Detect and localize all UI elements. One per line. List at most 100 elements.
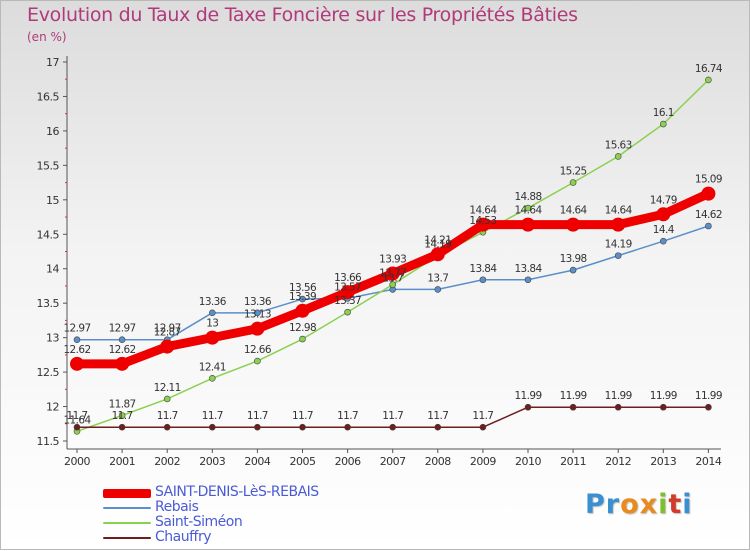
data-label: 14.21 (424, 234, 451, 246)
data-label: 12.66 (244, 344, 272, 356)
legend-swatch (103, 488, 151, 498)
legend: SAINT-DENIS-LèS-REBAIS Rebais Saint-Siméon… (97, 484, 397, 545)
legend-swatch (103, 507, 151, 509)
x-tick-label: 2007 (380, 455, 406, 468)
x-tick-label: 2002 (154, 455, 180, 468)
x-tick-label: 2003 (199, 455, 225, 468)
data-label: 12.98 (289, 322, 316, 334)
data-label: 11.7 (112, 410, 133, 422)
data-point (70, 356, 84, 371)
data-point (254, 357, 261, 365)
y-tick-label: 12 (46, 401, 59, 414)
data-label: 13.66 (334, 272, 362, 284)
data-label: 15.25 (560, 166, 587, 178)
data-label: 11.7 (337, 410, 358, 422)
data-label: 14.64 (560, 205, 588, 217)
x-tick-label: 2011 (560, 455, 586, 468)
data-label: 11.99 (605, 390, 632, 402)
x-tick-label: 2001 (109, 455, 135, 468)
y-tick-label: 16 (46, 125, 59, 138)
data-point (479, 423, 487, 431)
data-label: 11.7 (382, 410, 403, 422)
data-label: 12.62 (109, 344, 136, 356)
logo-letter: t (668, 489, 683, 520)
data-label: 11.99 (695, 390, 722, 402)
data-label: 11.99 (650, 390, 677, 402)
logo-letter: o (620, 489, 640, 520)
x-tick-label: 2005 (290, 455, 316, 468)
data-point (656, 207, 671, 222)
data-point (659, 403, 667, 411)
data-label: 13.36 (244, 296, 272, 308)
legend-label: Chauffry (155, 529, 212, 545)
data-label: 12.97 (109, 323, 136, 335)
x-tick-label: 2014 (695, 455, 721, 468)
data-point (299, 335, 306, 343)
series-2 (73, 76, 712, 435)
data-label: 12.41 (199, 361, 226, 373)
data-point (73, 336, 81, 344)
data-point (73, 423, 81, 431)
data-point (160, 339, 175, 354)
data-point (254, 309, 261, 317)
logo-letter: i (682, 489, 693, 520)
legend-item: Rebais (97, 499, 397, 515)
data-point (250, 321, 265, 336)
data-point (389, 281, 397, 288)
data-point (299, 423, 306, 431)
data-label: 11.64 (63, 414, 91, 426)
data-label: 11.7 (247, 410, 268, 422)
series-3 (73, 403, 712, 431)
data-point (430, 247, 445, 262)
data-label: 11.7 (292, 410, 313, 422)
data-point (705, 76, 712, 84)
x-tick-label: 2012 (605, 455, 631, 468)
data-label: 11.7 (67, 410, 88, 422)
data-label: 13.56 (289, 282, 317, 294)
chart-subtitle: (en %) (27, 30, 67, 44)
data-label: 16.1 (653, 107, 674, 119)
y-tick-label: 15 (46, 194, 59, 207)
logo-letter: r (605, 489, 621, 520)
logo-letter: x (639, 489, 659, 520)
data-point (254, 423, 261, 431)
data-label: 11.7 (202, 410, 223, 422)
y-tick-label: 16.5 (37, 90, 60, 103)
data-point (340, 285, 355, 300)
data-point (479, 276, 487, 284)
data-point (475, 217, 490, 232)
data-point (163, 423, 171, 431)
data-label: 12.97 (154, 323, 181, 335)
y-tick-label: 15.5 (37, 159, 60, 172)
chart-title: Evolution du Taux de Taxe Foncière sur l… (27, 4, 578, 26)
data-point (295, 303, 310, 318)
proxiti-logo: Proxiti (585, 489, 693, 520)
data-point (524, 276, 532, 284)
data-label: 13.7 (382, 272, 403, 284)
data-label: 14.64 (605, 205, 633, 217)
data-label: 13.57 (334, 281, 361, 293)
data-label: 12.62 (63, 344, 90, 356)
legend-swatch (103, 522, 151, 524)
data-label: 14.4 (653, 224, 675, 236)
data-label: 13.84 (469, 263, 497, 275)
data-point (115, 356, 130, 371)
data-label: 11.7 (472, 410, 493, 422)
data-point (569, 179, 577, 186)
data-label: 13.37 (334, 295, 361, 307)
data-point (524, 403, 532, 411)
y-tick-label: 13 (46, 332, 59, 345)
data-label: 14.88 (514, 191, 541, 203)
data-point (569, 403, 577, 411)
x-tick-label: 2008 (425, 455, 451, 468)
data-point (118, 336, 126, 344)
x-tick-label: 2010 (515, 455, 541, 468)
data-point (614, 153, 622, 160)
data-point (385, 266, 400, 281)
y-tick-label: 17 (46, 56, 59, 69)
data-point (566, 217, 581, 232)
data-point (614, 252, 622, 259)
data-point (299, 295, 306, 303)
